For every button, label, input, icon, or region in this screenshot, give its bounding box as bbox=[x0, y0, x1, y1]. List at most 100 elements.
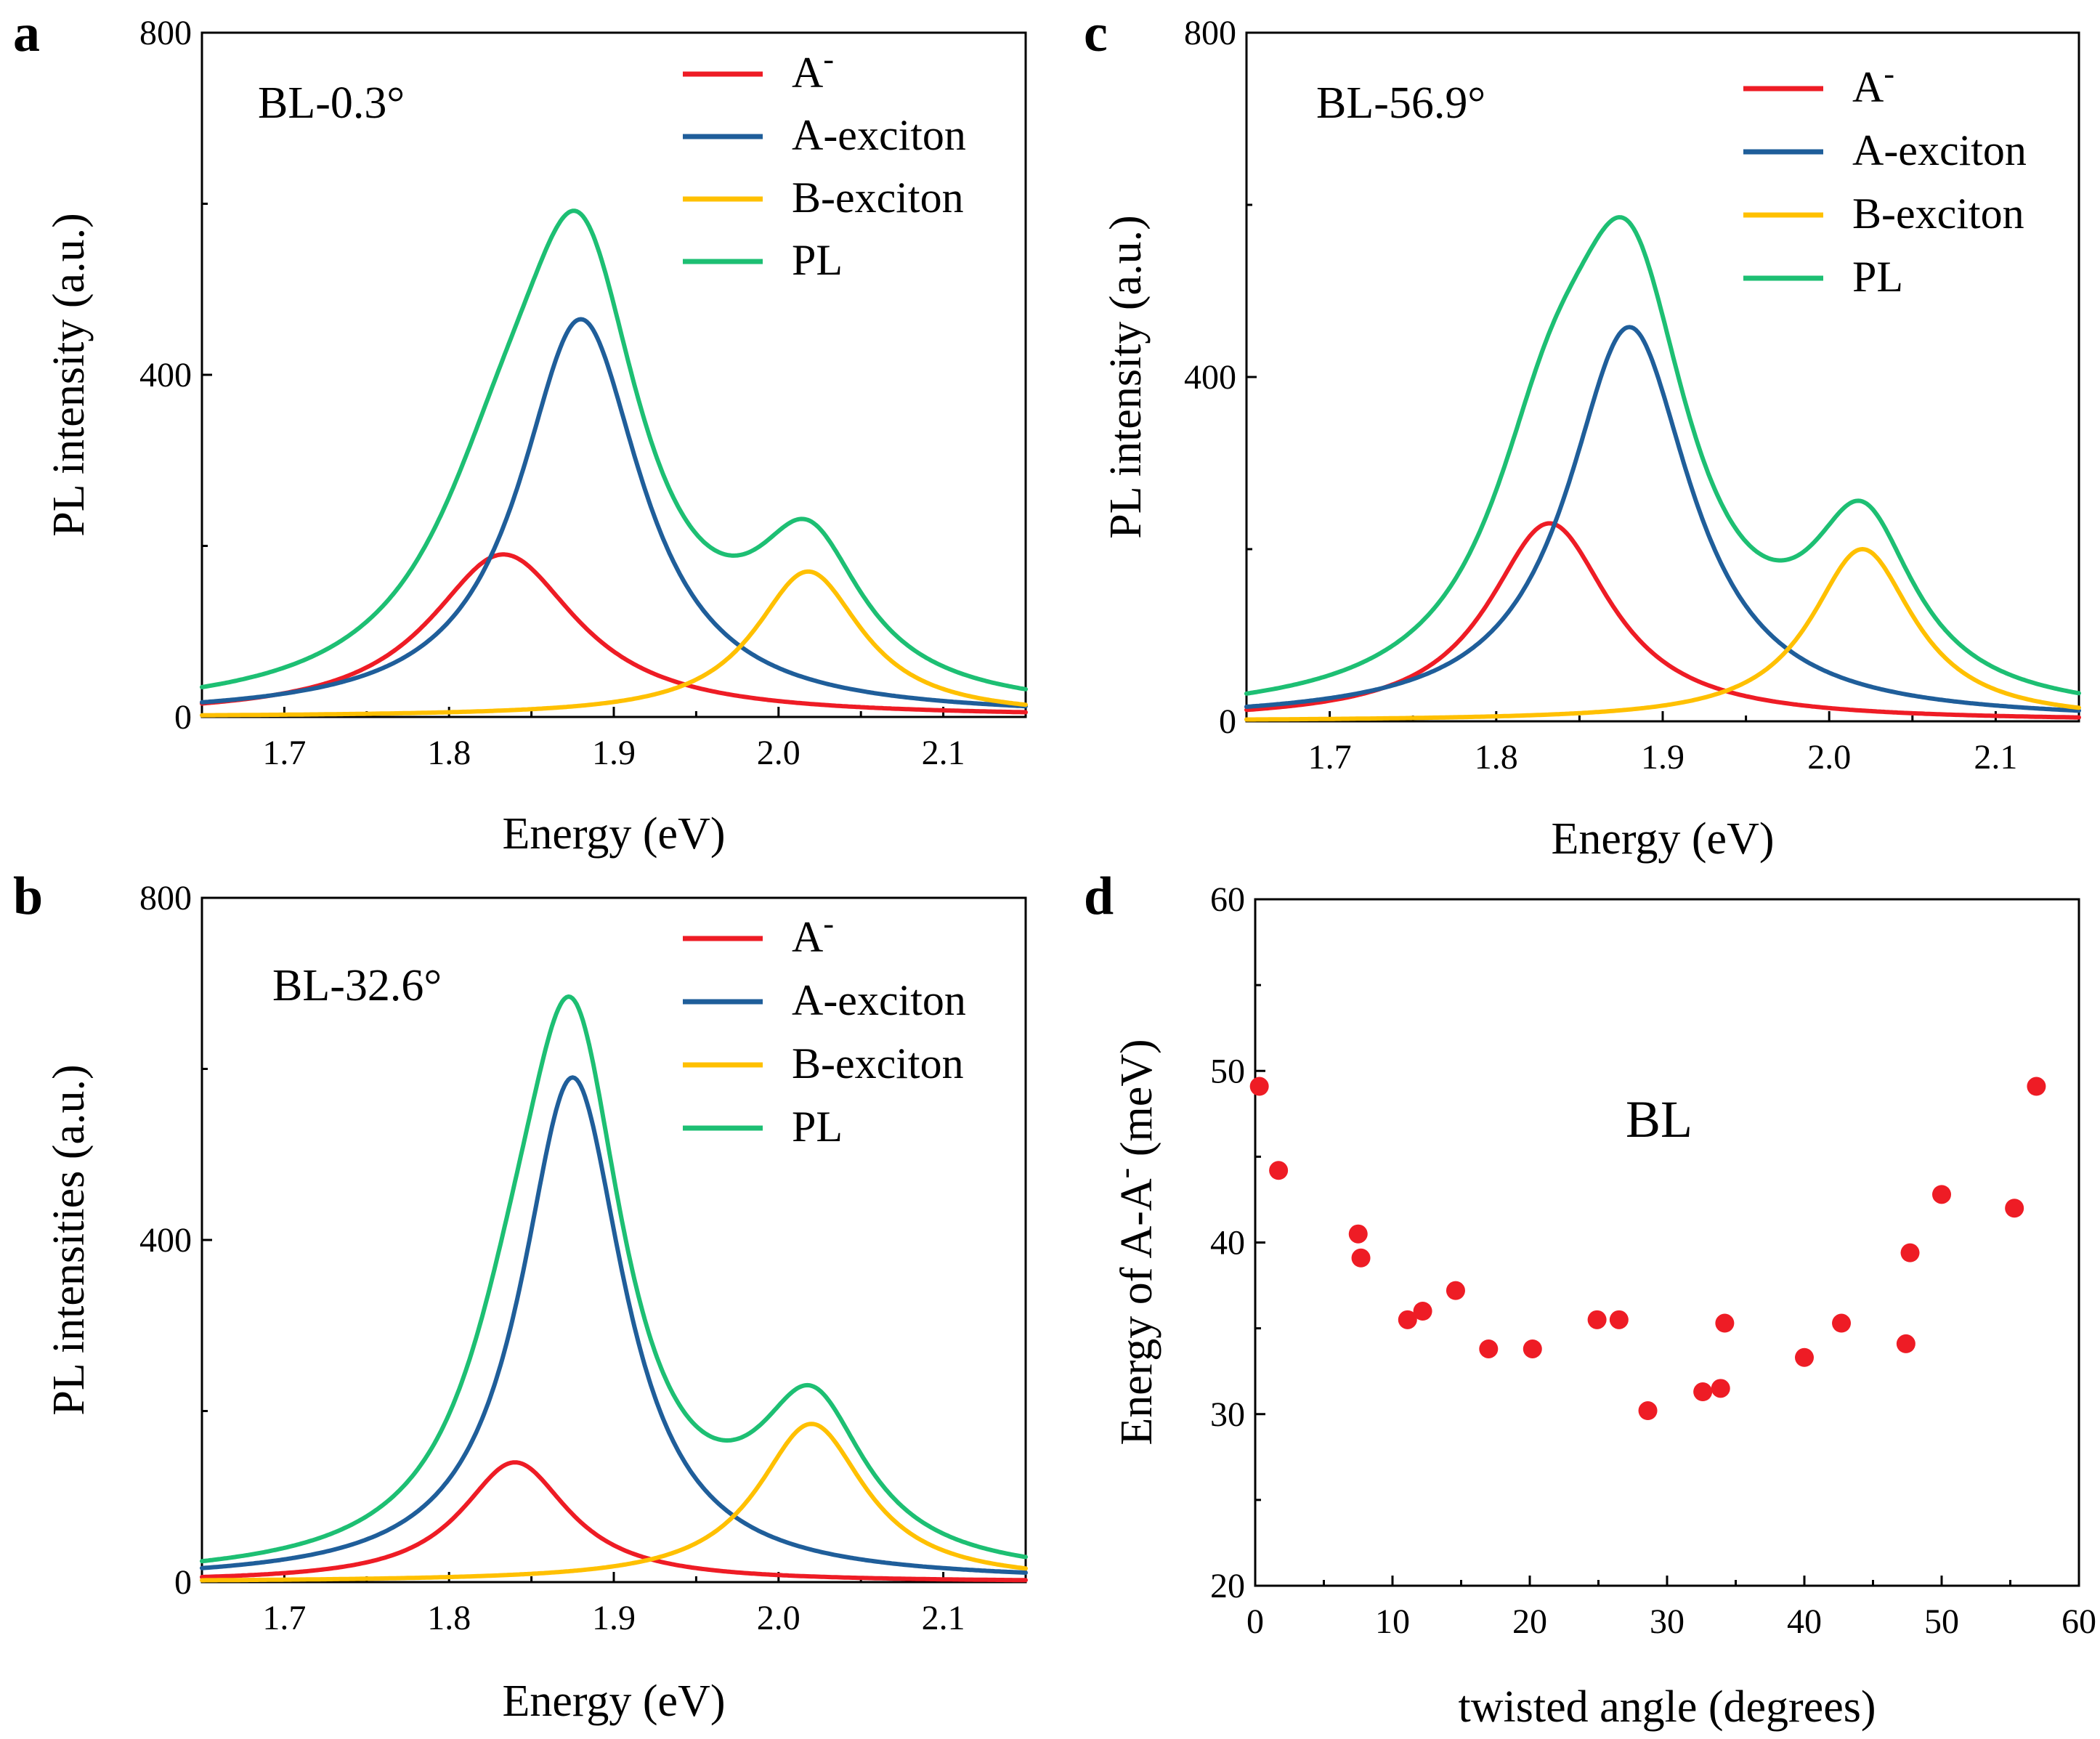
legend-label: B-exciton bbox=[792, 1039, 964, 1087]
x-tick-labels: 0 10 20 30 40 50 60 bbox=[1246, 1602, 2096, 1641]
data-point bbox=[1896, 1334, 1915, 1353]
data-point bbox=[2005, 1199, 2024, 1218]
y-tick-label: 0 bbox=[174, 1563, 192, 1602]
legend-label: PL bbox=[792, 236, 843, 284]
y-tick-labels: 0 400 800 bbox=[1184, 14, 1236, 741]
y-tick-label: 30 bbox=[1210, 1395, 1245, 1434]
x-axis-title: twisted angle (degrees) bbox=[1459, 1682, 1876, 1732]
legend-label: A- bbox=[792, 41, 834, 97]
panel-label: a bbox=[13, 4, 40, 63]
tick-marks bbox=[1254, 898, 2080, 1587]
series-line-b-exciton bbox=[200, 1422, 1028, 1583]
x-tick-label: 1.9 bbox=[592, 1599, 636, 1637]
series-line-pl bbox=[1244, 215, 2081, 696]
series-line-b-exciton bbox=[200, 569, 1028, 718]
data-point bbox=[1348, 1224, 1368, 1244]
legend: A- A-exciton B-exciton PL bbox=[683, 906, 966, 1151]
x-tick-label: 1.7 bbox=[262, 734, 306, 772]
panel-d: d 0 10 20 30 40 50 60 20 30 40 50 60 BL twisted an… bbox=[1084, 867, 2096, 1732]
x-tick-labels: 1.7 1.8 1.9 2.0 2.1 bbox=[262, 1599, 965, 1637]
legend-label: PL bbox=[1852, 253, 1903, 301]
data-point bbox=[1413, 1302, 1432, 1321]
curves bbox=[200, 994, 1028, 1583]
series-line-a-exciton bbox=[200, 317, 1028, 709]
x-axis-title: Energy (eV) bbox=[1551, 814, 1774, 864]
data-point bbox=[1398, 1310, 1417, 1329]
x-tick-label: 2.0 bbox=[1807, 738, 1851, 777]
data-point bbox=[1249, 1077, 1269, 1096]
legend-label: PL bbox=[792, 1103, 843, 1151]
sample-annotation: BL-0.3° bbox=[258, 78, 405, 128]
data-point bbox=[1900, 1243, 1920, 1262]
data-point bbox=[1693, 1382, 1713, 1402]
panel-a: a 1.7 1.8 1.9 2.0 2.1 0 400 800 BL-0.3° A- A-ex… bbox=[13, 4, 1028, 859]
legend: A- A-exciton B-exciton PL bbox=[1743, 56, 2027, 301]
legend-label: A-exciton bbox=[792, 111, 966, 159]
x-tick-label: 2.1 bbox=[1974, 738, 2017, 777]
y-tick-label: 800 bbox=[139, 14, 192, 52]
y-tick-label: 40 bbox=[1210, 1224, 1245, 1262]
series-line-a bbox=[200, 1460, 1028, 1583]
x-tick-labels: 1.7 1.8 1.9 2.0 2.1 bbox=[1308, 738, 2018, 777]
series-line-a bbox=[200, 552, 1028, 715]
x-tick-label: 1.7 bbox=[262, 1599, 306, 1637]
y-tick-label: 400 bbox=[139, 1221, 192, 1260]
y-axis-title: PL intensity (a.u.) bbox=[44, 213, 94, 536]
x-tick-label: 2.1 bbox=[922, 734, 965, 772]
series-line-b-exciton bbox=[1244, 547, 2081, 722]
x-tick-label: 30 bbox=[1650, 1602, 1685, 1641]
panel-c: c 1.7 1.8 1.9 2.0 2.1 0 400 800 BL-56.9° A- A-e… bbox=[1084, 4, 2081, 864]
series-line-a bbox=[1244, 521, 2081, 720]
legend: A- A-exciton B-exciton PL bbox=[683, 41, 966, 284]
data-point bbox=[1479, 1339, 1499, 1358]
y-tick-labels: 0 400 800 bbox=[139, 879, 192, 1602]
data-point bbox=[1638, 1401, 1658, 1421]
series-line-a-exciton bbox=[200, 1075, 1028, 1575]
data-point bbox=[2027, 1077, 2046, 1096]
sample-annotation: BL bbox=[1626, 1090, 1692, 1148]
y-tick-labels: 20 30 40 50 60 bbox=[1210, 880, 1245, 1605]
scatter-points bbox=[1249, 1077, 2046, 1421]
y-axis-title: PL intensities (a.u.) bbox=[44, 1064, 94, 1415]
y-tick-label: 20 bbox=[1210, 1567, 1245, 1605]
plot-frame bbox=[1254, 898, 2080, 1587]
y-tick-label: 400 bbox=[1184, 358, 1236, 397]
legend-label: A- bbox=[792, 906, 834, 961]
y-axis-title: PL intensity (a.u.) bbox=[1101, 215, 1151, 538]
x-tick-labels: 1.7 1.8 1.9 2.0 2.1 bbox=[262, 734, 965, 772]
panel-label: c bbox=[1084, 4, 1108, 63]
panel-b: b 1.7 1.8 1.9 2.0 2.1 0 400 800 BL-32.6° A- A-e… bbox=[13, 867, 1028, 1726]
x-axis-title: Energy (eV) bbox=[502, 1677, 725, 1726]
data-point bbox=[1351, 1248, 1371, 1268]
x-tick-label: 60 bbox=[2062, 1602, 2096, 1641]
data-point bbox=[1711, 1379, 1730, 1398]
x-tick-label: 2.0 bbox=[757, 1599, 800, 1637]
series-line-pl bbox=[200, 994, 1028, 1564]
x-tick-label: 1.8 bbox=[427, 1599, 471, 1637]
legend-label: B-exciton bbox=[792, 174, 964, 222]
y-tick-label: 60 bbox=[1210, 880, 1245, 919]
x-tick-label: 1.7 bbox=[1308, 738, 1352, 777]
legend-label: A-exciton bbox=[792, 976, 966, 1024]
x-tick-label: 40 bbox=[1787, 1602, 1822, 1641]
x-tick-label: 10 bbox=[1375, 1602, 1410, 1641]
y-tick-label: 50 bbox=[1210, 1052, 1245, 1090]
y-tick-label: 0 bbox=[174, 698, 192, 737]
sample-annotation: BL-32.6° bbox=[272, 961, 442, 1010]
x-tick-label: 1.9 bbox=[1641, 738, 1685, 777]
x-tick-label: 2.0 bbox=[757, 734, 800, 772]
data-point bbox=[1523, 1339, 1542, 1358]
x-tick-label: 1.8 bbox=[427, 734, 471, 772]
y-tick-label: 800 bbox=[139, 879, 192, 917]
legend-label: A-exciton bbox=[1852, 126, 2027, 174]
x-tick-label: 50 bbox=[1924, 1602, 1959, 1641]
x-tick-label: 1.8 bbox=[1475, 738, 1518, 777]
y-axis-title: Energy of A-A- (meV) bbox=[1107, 1039, 1162, 1445]
data-point bbox=[1715, 1313, 1735, 1333]
panel-label: b bbox=[13, 867, 43, 926]
data-point bbox=[1832, 1313, 1852, 1333]
series-line-pl bbox=[200, 208, 1028, 692]
x-tick-label: 2.1 bbox=[922, 1599, 965, 1637]
data-point bbox=[1609, 1310, 1629, 1329]
